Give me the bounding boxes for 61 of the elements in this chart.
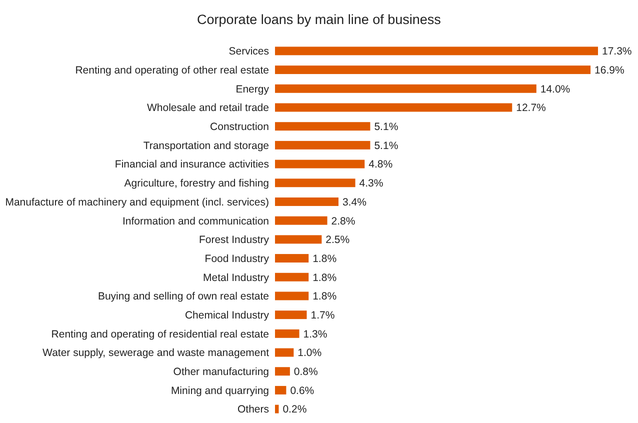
y-tick-label: Other manufacturing [173,366,270,378]
y-tick-label: Renting and operating of residential real estate [51,328,270,340]
y-tick-label: Food Industry [204,252,270,265]
y-tick-label: Metal Industry [203,272,270,284]
data-label: 0.6% [290,384,314,397]
y-tick-label: Transportation and storage [143,140,270,152]
bar [275,329,300,338]
y-tick-label: Services [228,46,269,58]
y-tick-label: Wholesale and retail trade [147,102,270,114]
y-tick-label: Mining and quarrying [170,384,270,397]
bar [275,272,309,282]
y-tick-label: Construction [210,121,270,134]
bar [275,178,356,188]
data-label: 1.8% [312,252,337,265]
y-tick-label: Chemical Industry [184,309,270,322]
bar [275,216,328,225]
bar [275,310,307,320]
data-label: 3.4% [342,196,366,208]
bar [275,122,370,131]
data-label: 4.8% [368,158,393,171]
data-label: 17.3% [602,46,632,58]
y-tick-label: Buying and selling of own real estate [98,290,270,303]
bar [275,103,512,112]
bar [275,254,309,263]
data-label: 1.8% [312,290,337,303]
data-label: 5.1% [374,140,398,152]
y-tick-label: Information and communication [122,215,270,228]
data-label: 5.1% [374,121,398,134]
y-tick-label: Forest Industry [198,234,270,246]
data-label: 1.8% [312,272,337,284]
y-tick-label: Manufacture of machinery and equipment (incl. services) [5,196,269,208]
y-tick-label: Water supply, sewerage and waste management [42,347,270,360]
bar [275,386,286,394]
y-tick-label: Energy [236,83,270,96]
chart-title: Corporate loans by main line of business [197,12,442,27]
bar [275,235,322,244]
data-label: 12.7% [516,102,546,114]
data-label: 16.9% [594,64,624,76]
bar [275,367,290,376]
bar [275,84,536,93]
data-label: 1.7% [310,309,335,322]
bar [275,404,279,414]
bar [275,292,309,300]
bar [275,348,294,357]
data-label: 4.3% [359,178,384,190]
bar [275,66,591,74]
y-tick-label: Agriculture, forestry and fishing [124,178,270,190]
y-tick-label: Others [237,404,269,416]
data-label: 0.2% [282,404,307,416]
data-label: 2.5% [326,234,350,246]
data-label: 2.8% [331,215,356,228]
data-label: 1.3% [303,328,328,340]
y-tick-label: Renting and operating of other real estate [75,64,270,76]
data-label: 14.0% [540,83,570,96]
data-label: 1.0% [298,347,322,360]
bar [275,197,338,206]
y-tick-label: Financial and insurance activities [114,158,269,171]
bar [275,140,370,150]
bar [275,46,598,56]
bar [275,160,365,168]
data-label: 0.8% [294,366,318,378]
